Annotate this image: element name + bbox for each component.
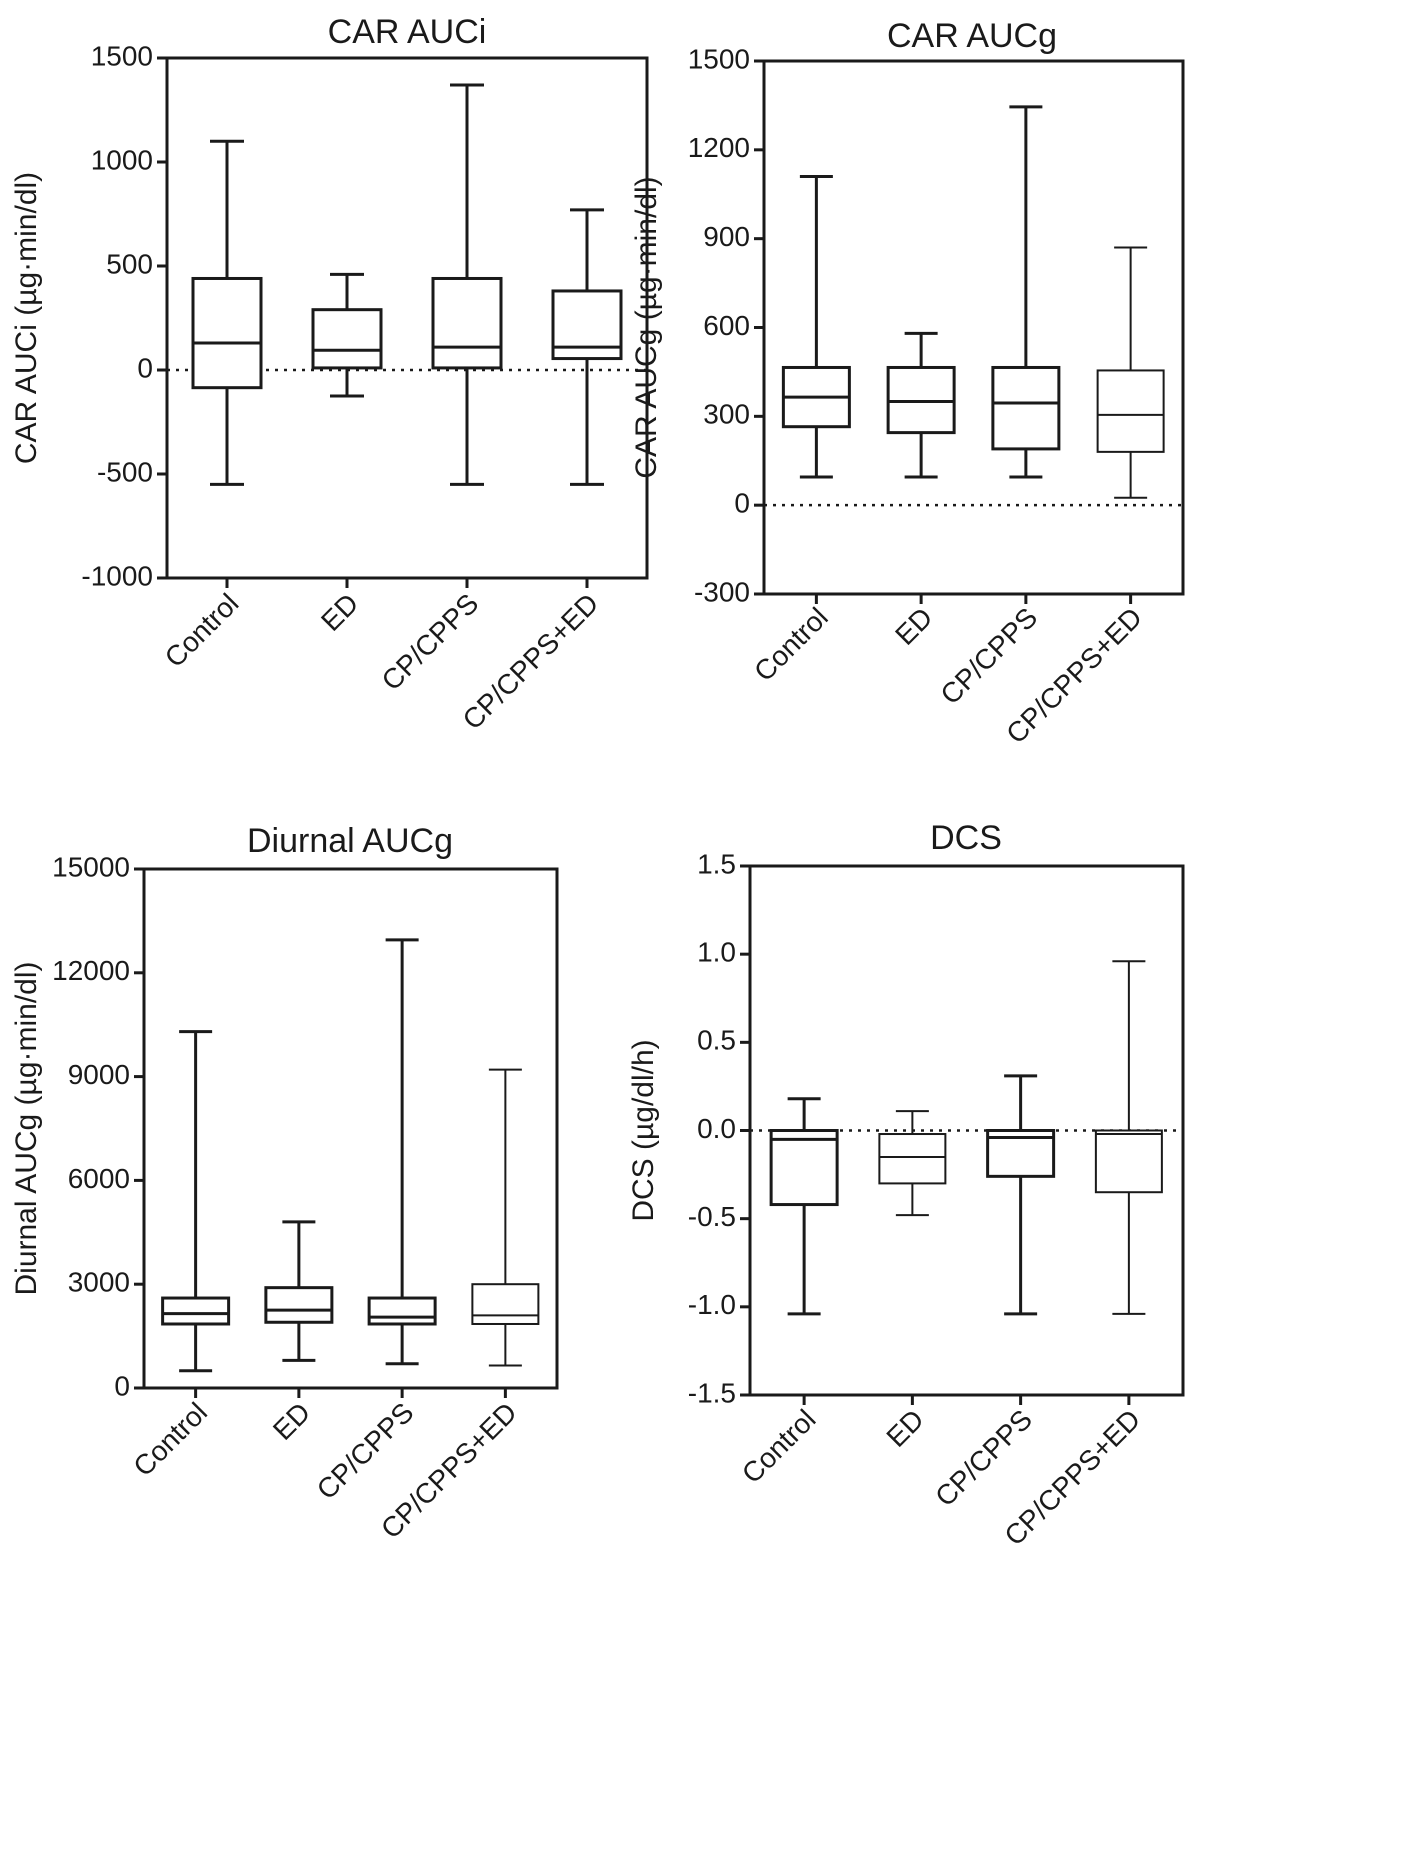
y-tick-label: -1.5	[688, 1377, 736, 1408]
y-tick-label: 300	[703, 399, 750, 430]
x-category-label: Control	[159, 588, 245, 674]
box-cp-cpps	[431, 83, 503, 486]
x-category-label: CP/CPPS	[929, 1404, 1038, 1513]
x-category-label: ED	[315, 588, 364, 637]
y-tick-label: 0.5	[697, 1025, 736, 1056]
box-ed	[264, 1220, 334, 1362]
x-category-label: CP/CPPS	[311, 1397, 420, 1506]
y-tick-label: -300	[694, 576, 750, 607]
panel-diurnal-aucg: Diurnal AUCg Diurnal AUCg (µg·min/dl) 0 300…	[10, 822, 559, 1544]
box-control	[781, 174, 851, 479]
plot-frame	[142, 867, 559, 1390]
iqr-box	[431, 276, 503, 370]
x-category-label: ED	[889, 602, 938, 651]
iqr-box	[264, 1286, 334, 1324]
y-tick-label: 3000	[68, 1267, 130, 1298]
y-tick-label: 600	[703, 310, 750, 341]
plot-frame	[762, 59, 1185, 596]
box-ed	[878, 1110, 947, 1217]
iqr-box	[1096, 369, 1165, 453]
y-tick-label: 1.5	[697, 848, 736, 879]
box-ed	[886, 331, 956, 479]
y-tick-label: 6000	[68, 1163, 130, 1194]
y-axis-label: DCS (µg/dl/h)	[627, 1039, 660, 1221]
y-tick-label: 9000	[68, 1059, 130, 1090]
y-tick-label: 900	[703, 221, 750, 252]
y-tick-label: 1.0	[697, 937, 736, 968]
y-axis-label: CAR AUCg (µg·min/dl)	[630, 176, 663, 478]
y-tick-label: -1.0	[688, 1289, 736, 1320]
box-cp-cpps	[991, 105, 1061, 479]
iqr-box	[769, 1129, 839, 1207]
chart-title: CAR AUCi	[328, 13, 487, 51]
y-tick-label: -0.5	[688, 1201, 736, 1232]
panel-car-auci: CAR AUCi CAR AUCi (µg·min/dl) -1000 -500 0 50…	[10, 13, 649, 735]
x-category-label: ED	[880, 1404, 929, 1453]
y-tick-label: 1500	[91, 40, 153, 71]
x-category-label: Control	[127, 1397, 213, 1483]
box-cp-cpps	[367, 938, 437, 1366]
y-tick-label: 1500	[688, 43, 750, 74]
plot-frame	[165, 56, 649, 580]
panel-dcs: DCS DCS (µg/dl/h) -1.5 -1.0 -0.5 0.0 0.5 1.0 1.5…	[627, 819, 1185, 1551]
x-category-label: Control	[748, 602, 834, 688]
chart-title: Diurnal AUCg	[247, 822, 453, 860]
box-cp-cpps-ed	[471, 1068, 540, 1367]
chart-title: CAR AUCg	[887, 17, 1057, 55]
y-tick-label: 12000	[52, 955, 130, 986]
box-control	[191, 139, 263, 486]
y-axis-label: Diurnal AUCg (µg·min/dl)	[10, 961, 43, 1295]
y-tick-label: -500	[97, 456, 153, 487]
iqr-box	[161, 1296, 231, 1326]
y-tick-label: 15000	[52, 851, 130, 882]
y-tick-label: 0	[137, 352, 153, 383]
y-tick-label: 0	[114, 1370, 130, 1401]
x-category-label: ED	[267, 1397, 316, 1446]
iqr-box	[991, 365, 1061, 451]
box-cp-cpps-ed	[1094, 960, 1163, 1315]
y-tick-label: 0.0	[697, 1113, 736, 1144]
y-tick-label: 1000	[91, 144, 153, 175]
chart-title: DCS	[930, 819, 1002, 857]
x-category-label: CP/CPPS	[376, 588, 485, 697]
box-control	[769, 1097, 839, 1316]
box-cp-cpps	[986, 1074, 1056, 1316]
iqr-box	[191, 276, 263, 390]
box-cp-cpps-ed	[551, 208, 623, 486]
iqr-box	[471, 1283, 540, 1325]
iqr-box	[878, 1133, 947, 1185]
y-tick-label: 0	[734, 488, 750, 519]
y-tick-label: 500	[106, 248, 153, 279]
panel-car-aucg: CAR AUCg CAR AUCg (µg·min/dl) -300 0 300 600 9…	[630, 17, 1185, 749]
box-cp-cpps-ed	[1096, 246, 1165, 499]
box-ed	[311, 272, 383, 398]
box-control	[161, 1030, 231, 1373]
iqr-box	[367, 1296, 437, 1326]
iqr-box	[311, 308, 383, 370]
y-tick-label: 1200	[688, 132, 750, 163]
x-category-label: Control	[736, 1404, 822, 1490]
y-axis-label: CAR AUCi (µg·min/dl)	[10, 172, 43, 464]
y-tick-label: -1000	[81, 560, 153, 591]
x-category-label: CP/CPPS	[934, 602, 1043, 711]
iqr-box	[1094, 1129, 1163, 1194]
